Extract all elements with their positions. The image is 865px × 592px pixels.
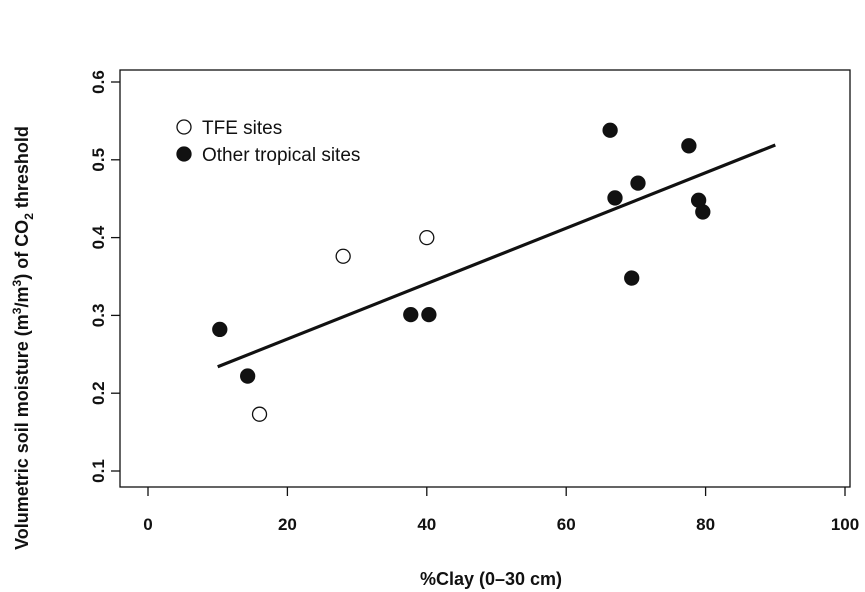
tropical-site-point	[624, 270, 640, 286]
tropical-site-point	[607, 190, 623, 206]
y-tick-label: 0.6	[89, 70, 108, 94]
tropical-site-point	[602, 122, 618, 138]
tropical-site-point	[212, 321, 228, 338]
x-tick-label: 100	[831, 515, 859, 534]
y-axis-title-part-b: /m	[12, 286, 32, 307]
tropical-site-point	[403, 306, 419, 323]
tropical-site-point	[240, 368, 256, 384]
tropical-site-point	[681, 138, 697, 154]
x-tick-label: 20	[278, 515, 297, 534]
legend-marker-open	[176, 119, 192, 135]
data-points	[212, 122, 711, 422]
y-axis-title-sup-2: 3	[10, 279, 24, 286]
y-axis-title-sup-1: 3	[10, 307, 24, 314]
x-tick-label: 40	[417, 515, 436, 534]
tfe-site-point	[419, 229, 435, 246]
legend-marker-filled	[176, 146, 192, 162]
x-tick-label: 80	[696, 515, 715, 534]
tropical-site-point	[630, 175, 646, 191]
y-axis-title-part-a: Volumetric soil moisture (m	[12, 314, 32, 550]
legend-label: Other tropical sites	[202, 145, 360, 166]
y-axis-title-sub: 2	[22, 213, 36, 220]
y-tick-label: 0.3	[89, 304, 108, 328]
x-tick-label: 0	[143, 515, 152, 534]
y-axis-title-part-d: threshold	[12, 126, 32, 213]
x-axis-title: %Clay (0–30 cm)	[420, 569, 562, 589]
y-tick-label: 0.4	[89, 225, 108, 249]
tropical-site-point	[421, 306, 437, 323]
x-axis: 0 20 40 60 80 100	[143, 487, 859, 534]
x-tick-label: 60	[557, 515, 576, 534]
y-tick-label: 0.1	[89, 459, 108, 483]
tfe-site-point	[335, 248, 351, 264]
legend: TFE sites Other tropical sites	[176, 118, 360, 166]
y-axis-title: Volumetric soil moisture (m3/m3) of CO2 …	[10, 126, 36, 550]
y-tick-label: 0.5	[89, 148, 108, 172]
y-tick-label: 0.2	[89, 381, 108, 405]
tropical-site-point	[695, 204, 711, 220]
legend-label: TFE sites	[202, 118, 282, 139]
plot-frame	[119, 69, 851, 488]
y-axis: 0.1 0.2 0.3 0.4 0.5 0.6	[89, 70, 120, 483]
regression-line	[217, 143, 776, 369]
y-axis-title-part-c: ) of CO	[12, 220, 32, 280]
tfe-site-point	[251, 406, 268, 422]
